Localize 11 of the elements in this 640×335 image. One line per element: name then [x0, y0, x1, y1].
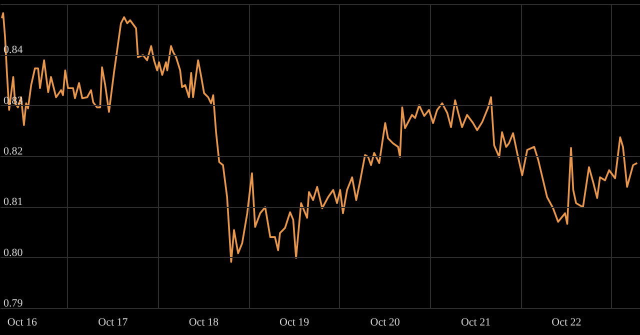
x-tick-label: Oct 19	[280, 316, 310, 328]
x-tick-label: Oct 16	[7, 316, 38, 328]
x-tick-label: Oct 17	[98, 316, 128, 328]
y-tick-label: 0.80	[4, 246, 24, 259]
x-tick-label: Oct 22	[552, 316, 582, 328]
x-tick-label: Oct 21	[460, 316, 491, 328]
x-tick-label: Oct 20	[370, 316, 400, 328]
y-tick-label: 0.81	[4, 196, 23, 208]
y-tick-label: 0.79	[4, 298, 24, 310]
x-tick-label: Oct 18	[188, 316, 219, 328]
y-tick-label: 0.82	[4, 146, 23, 158]
